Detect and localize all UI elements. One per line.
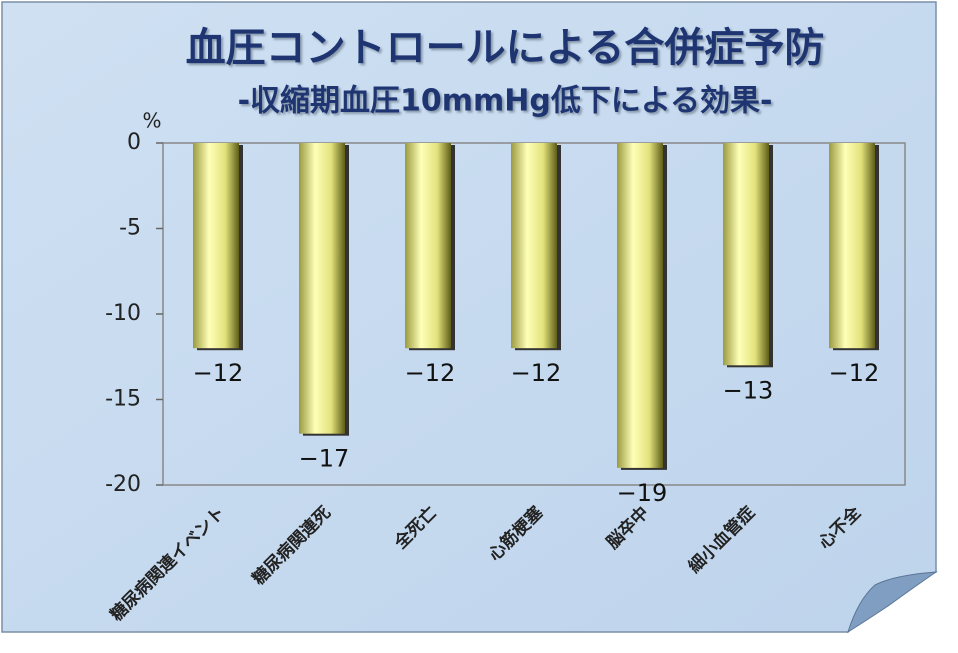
bar [723,143,769,366]
y-tick-label: 0 [127,130,141,155]
value-label: −12 [829,359,880,387]
y-tick-label: -20 [105,472,141,497]
value-label: −12 [405,359,456,387]
bar [511,143,557,349]
y-tick-label: -15 [105,387,141,412]
y-tick-label: -10 [105,301,141,326]
value-label: −19 [617,479,668,507]
page-curl [847,571,938,634]
value-label: −12 [193,359,244,387]
bar [405,143,451,349]
value-label: −17 [299,445,350,473]
bar [617,143,663,468]
chart-subtitle: -収縮期血圧10mmHg低下による効果- [238,84,773,119]
chart-title: 血圧コントロールによる合併症予防 [186,25,825,71]
bar [193,143,239,349]
y-axis-label: % [142,109,161,133]
bar [299,143,345,434]
y-tick-label: -5 [119,216,141,241]
value-label: −13 [723,376,774,404]
bar [829,143,875,349]
value-label: −12 [511,359,562,387]
